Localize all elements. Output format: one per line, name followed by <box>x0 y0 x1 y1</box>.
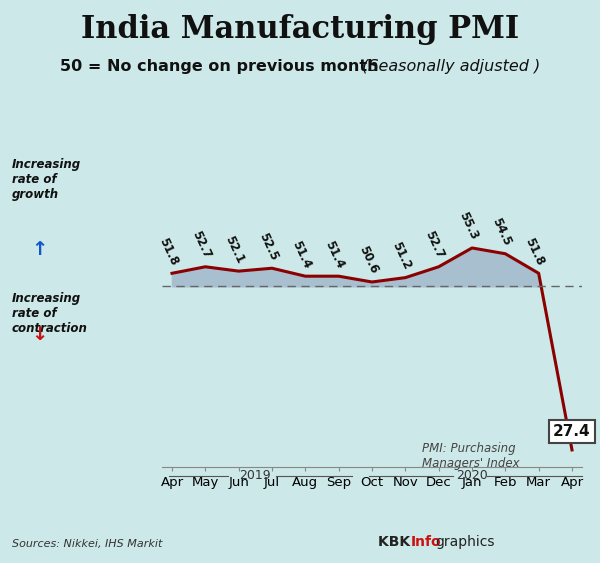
Text: 2019: 2019 <box>239 469 271 482</box>
Text: 51.2: 51.2 <box>389 240 413 272</box>
Text: 52.7: 52.7 <box>189 229 214 261</box>
Text: 54.5: 54.5 <box>489 216 514 248</box>
Text: KBK: KBK <box>378 535 415 549</box>
Text: 52.1: 52.1 <box>223 234 247 265</box>
Text: Increasing
rate of
contraction: Increasing rate of contraction <box>12 292 88 335</box>
Text: Sources: Nikkei, IHS Markit: Sources: Nikkei, IHS Markit <box>12 539 163 549</box>
Text: 52.7: 52.7 <box>422 229 447 261</box>
Text: PMI: Purchasing
Managers' Index: PMI: Purchasing Managers' Index <box>422 442 520 470</box>
Text: graphics: graphics <box>436 535 495 549</box>
Text: ↓: ↓ <box>31 325 47 343</box>
Text: 2020: 2020 <box>456 469 488 482</box>
Text: 51.4: 51.4 <box>323 238 347 270</box>
Text: Increasing
rate of
growth: Increasing rate of growth <box>12 158 81 200</box>
Text: (Seasonally adjusted ): (Seasonally adjusted ) <box>357 59 540 74</box>
Text: 51.8: 51.8 <box>523 235 547 267</box>
Text: 50.6: 50.6 <box>356 244 380 276</box>
Text: ↑: ↑ <box>31 240 47 259</box>
Text: India Manufacturing PMI: India Manufacturing PMI <box>81 14 519 45</box>
Text: 51.4: 51.4 <box>289 238 313 270</box>
Text: 51.8: 51.8 <box>156 235 180 267</box>
Text: 52.5: 52.5 <box>256 230 280 262</box>
Text: 55.3: 55.3 <box>456 210 480 242</box>
Text: 27.4: 27.4 <box>553 424 591 439</box>
Text: Info: Info <box>411 535 442 549</box>
Text: 50 = No change on previous month: 50 = No change on previous month <box>60 59 379 74</box>
